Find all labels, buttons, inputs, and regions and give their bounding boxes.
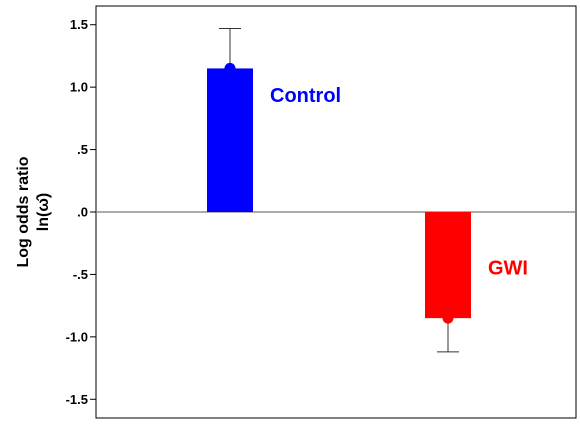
bar-control [207, 68, 253, 212]
y-tick-label: 1.0 [70, 80, 88, 95]
y-tick-label: .0 [77, 205, 88, 220]
plot-area: 1.5 1.0 .5 .0 -.5 -1.0 -1.5 Control GWI [66, 5, 577, 419]
y-axis-title: Log odds ratio ln(ω̂) [15, 156, 52, 267]
y-tick-label: -1.5 [66, 392, 88, 407]
y-tick-label: -1.0 [66, 329, 88, 344]
y-tick-label: .5 [77, 142, 88, 157]
point-marker [442, 312, 454, 324]
y-tick-label: 1.5 [70, 17, 88, 32]
y-axis-label: Log odds ratio [15, 156, 32, 267]
y-tick-label: -.5 [73, 267, 88, 282]
bar-label-gwi: GWI [488, 257, 528, 279]
y-axis-label-symbol: ln(ω̂) [35, 193, 52, 231]
bar-label-control: Control [270, 85, 341, 107]
bar-gwi [425, 212, 471, 319]
point-marker [224, 62, 236, 74]
